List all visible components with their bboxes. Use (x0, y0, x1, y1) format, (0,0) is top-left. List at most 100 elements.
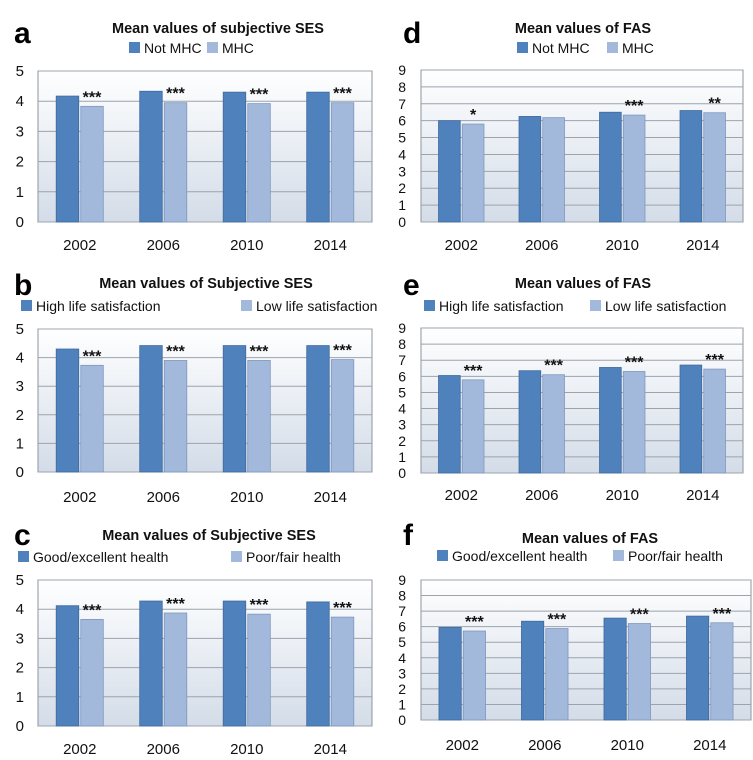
significance-marker: *** (625, 355, 644, 372)
bar-poor-fair-health (627, 623, 651, 721)
x-tick-label: 2002 (63, 237, 96, 254)
bar-high-life-satisfaction (306, 345, 330, 473)
x-tick-label: 2002 (445, 237, 478, 254)
y-tick-label: 1 (16, 689, 24, 706)
bar-mhc (622, 114, 646, 223)
legend-swatch (590, 300, 601, 311)
significance-marker: *** (465, 614, 484, 631)
bar-good-excellent-health (521, 620, 545, 721)
y-tick-label: 2 (398, 433, 406, 449)
bar-not-mhc (518, 116, 542, 223)
chart-panel-a: a Mean values of subjective SES Not MHC MHC… (14, 17, 373, 254)
legend-swatch (517, 42, 528, 53)
bar-not-mhc (139, 90, 163, 223)
chart-title: Mean values of subjective SES (112, 21, 324, 37)
bar-good-excellent-health (603, 617, 627, 721)
bar-high-life-satisfaction (139, 345, 163, 473)
chart-title: Mean values of FAS (522, 531, 659, 547)
y-tick-label: 4 (398, 146, 406, 162)
significance-marker: *** (548, 612, 567, 629)
y-tick-label: 7 (398, 352, 406, 368)
bar-poor-fair-health (163, 612, 188, 727)
legend-label: Low life satisfaction (256, 298, 377, 314)
y-tick-label: 5 (16, 63, 24, 80)
bar-poor-fair-health (247, 613, 271, 727)
chart-title: Mean values of FAS (515, 21, 652, 37)
bar-high-life-satisfaction (518, 370, 542, 474)
y-tick-label: 3 (16, 630, 24, 647)
x-tick-label: 2002 (63, 489, 96, 506)
y-tick-label: 2 (398, 180, 406, 196)
y-tick-label: 5 (398, 634, 406, 650)
significance-marker: *** (544, 358, 563, 375)
significance-marker: *** (166, 86, 185, 103)
significance-marker: *** (250, 343, 269, 360)
y-tick-label: 1 (398, 696, 406, 712)
legend-swatch (437, 550, 448, 561)
y-tick-label: 1 (16, 435, 24, 452)
y-tick-label: 4 (16, 601, 24, 618)
bar-high-life-satisfaction (679, 364, 703, 474)
bar-not-mhc (679, 110, 703, 223)
chart-panel-c: c Mean values of Subjective SES Good/excel… (14, 519, 373, 758)
legend-swatch (607, 42, 618, 53)
significance-marker: *** (166, 343, 185, 360)
bar-low-life-satisfaction (163, 360, 188, 473)
x-tick-label: 2006 (147, 489, 180, 506)
significance-marker: *** (83, 348, 102, 365)
y-tick-label: 6 (398, 619, 406, 635)
bar-low-life-satisfaction (461, 379, 485, 474)
legend-swatch (207, 42, 218, 53)
y-tick-label: 4 (16, 350, 24, 367)
bar-not-mhc (222, 91, 247, 223)
chart-title: Mean values of FAS (515, 276, 652, 292)
panel-letter: d (403, 17, 421, 50)
significance-marker: *** (333, 600, 352, 617)
significance-marker: * (470, 107, 477, 124)
y-tick-label: 2 (16, 660, 24, 677)
bar-good-excellent-health (222, 600, 247, 727)
y-tick-label: 0 (16, 214, 24, 231)
bar-good-excellent-health (139, 600, 163, 727)
bar-low-life-satisfaction (622, 371, 646, 474)
panel-letter: b (14, 269, 32, 302)
x-tick-label: 2010 (230, 741, 263, 758)
x-tick-label: 2002 (446, 737, 479, 754)
significance-marker: *** (464, 363, 483, 380)
legend-label: Poor/fair health (246, 549, 341, 565)
y-tick-label: 5 (16, 321, 24, 338)
significance-marker: *** (713, 606, 732, 623)
bar-mhc (247, 103, 271, 223)
y-tick-label: 2 (398, 681, 406, 697)
y-tick-label: 0 (398, 712, 406, 728)
bar-not-mhc (306, 91, 330, 223)
y-tick-label: 1 (398, 197, 406, 213)
bar-low-life-satisfaction (330, 359, 355, 473)
y-tick-label: 8 (398, 79, 406, 95)
legend-swatch (613, 550, 624, 561)
y-tick-label: 0 (16, 464, 24, 481)
x-tick-label: 2010 (230, 237, 263, 254)
legend-swatch (424, 300, 435, 311)
y-tick-label: 3 (398, 417, 406, 433)
bar-poor-fair-health (710, 622, 734, 721)
x-tick-label: 2010 (611, 737, 644, 754)
x-tick-label: 2006 (528, 737, 561, 754)
y-tick-label: 2 (16, 154, 24, 171)
x-tick-label: 2002 (445, 487, 478, 504)
panel-letter: f (403, 519, 414, 552)
y-tick-label: 5 (398, 384, 406, 400)
bar-low-life-satisfaction (247, 360, 271, 473)
x-tick-label: 2010 (230, 489, 263, 506)
y-tick-label: 1 (16, 184, 24, 201)
bar-good-excellent-health (438, 627, 462, 721)
y-tick-label: 6 (398, 368, 406, 384)
y-tick-label: 9 (398, 572, 406, 588)
y-tick-label: 4 (398, 401, 406, 417)
y-tick-label: 8 (398, 336, 406, 352)
y-tick-label: 7 (398, 603, 406, 619)
y-tick-label: 3 (398, 665, 406, 681)
x-tick-label: 2006 (147, 741, 180, 758)
bar-poor-fair-health (545, 628, 569, 721)
